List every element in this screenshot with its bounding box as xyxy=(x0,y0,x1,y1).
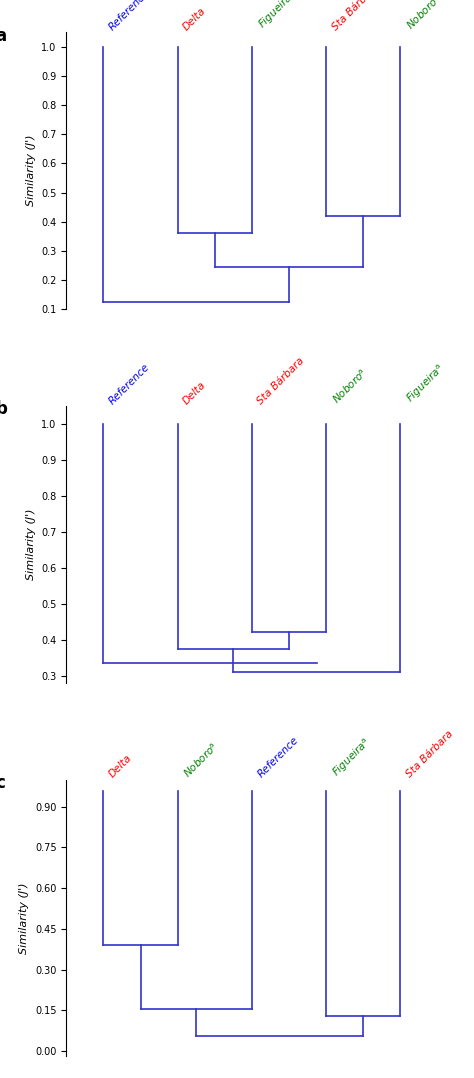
Text: Figueira$^{\mathrm{a}}$: Figueira$^{\mathrm{a}}$ xyxy=(330,735,374,779)
Text: Reference: Reference xyxy=(107,0,152,32)
Text: Noboro$^{\mathrm{a}}$: Noboro$^{\mathrm{a}}$ xyxy=(182,741,221,779)
Text: Delta: Delta xyxy=(107,752,134,779)
Text: Noboro$^{\mathrm{a}}$: Noboro$^{\mathrm{a}}$ xyxy=(330,367,369,406)
Text: Sta Bárbara: Sta Bárbara xyxy=(255,356,306,406)
Text: Figueira$^{\mathrm{a}}$: Figueira$^{\mathrm{a}}$ xyxy=(255,0,300,32)
Text: Delta: Delta xyxy=(182,5,208,32)
Y-axis label: Similarity (J'): Similarity (J') xyxy=(19,882,29,954)
Y-axis label: Similarity (J'): Similarity (J') xyxy=(26,509,36,580)
Text: Sta Bárbara: Sta Bárbara xyxy=(330,0,381,32)
Text: b: b xyxy=(0,400,8,418)
Text: Reference: Reference xyxy=(255,735,300,779)
Text: a: a xyxy=(0,27,7,45)
Text: Noboro$^{\mathrm{a}}$: Noboro$^{\mathrm{a}}$ xyxy=(404,0,444,32)
Text: Figueira$^{\mathrm{a}}$: Figueira$^{\mathrm{a}}$ xyxy=(404,362,448,406)
Y-axis label: Similarity (J'): Similarity (J') xyxy=(26,135,36,207)
Text: Delta: Delta xyxy=(182,379,208,406)
Text: Reference: Reference xyxy=(107,361,152,406)
Text: c: c xyxy=(0,774,5,792)
Text: Sta Bárbara: Sta Bárbara xyxy=(404,729,455,779)
